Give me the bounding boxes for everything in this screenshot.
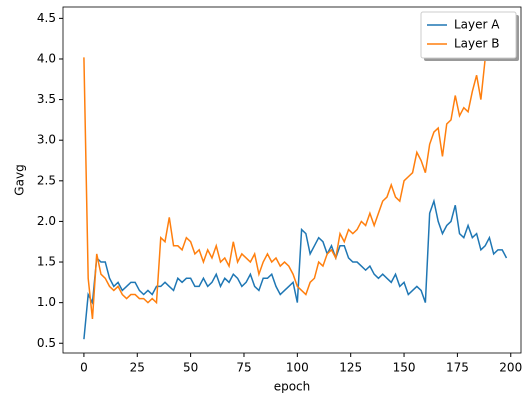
- legend-label: Layer A: [454, 18, 500, 32]
- x-tick-label: 50: [183, 361, 198, 375]
- y-tick-label: 3.5: [37, 92, 56, 106]
- data-line: [83, 22, 508, 319]
- y-tick-label: 3.0: [37, 133, 56, 147]
- y-tick-label: 1.0: [37, 295, 56, 309]
- y-tick-label: 4.5: [37, 11, 56, 25]
- x-tick-label: 100: [286, 361, 309, 375]
- legend-box: [420, 11, 517, 59]
- x-tick-label: 200: [499, 361, 522, 375]
- x-tick-label: 150: [393, 361, 416, 375]
- x-tick-label: 25: [130, 361, 145, 375]
- legend-label: Layer B: [454, 37, 500, 51]
- plot-frame: [62, 6, 522, 354]
- y-tick-label: 2.5: [37, 173, 56, 187]
- data-line: [83, 198, 508, 340]
- x-tick-label: 175: [446, 361, 469, 375]
- y-tick-label: 2.0: [37, 214, 56, 228]
- y-axis-label: Gavg: [13, 164, 27, 195]
- x-tick-label: 75: [236, 361, 251, 375]
- y-tick-label: 1.5: [37, 255, 56, 269]
- y-tick-label: 0.5: [37, 336, 56, 350]
- x-axis-label: epoch: [274, 380, 311, 394]
- y-tick-label: 4.0: [37, 51, 56, 65]
- x-tick-label: 0: [80, 361, 88, 375]
- x-tick-label: 125: [339, 361, 362, 375]
